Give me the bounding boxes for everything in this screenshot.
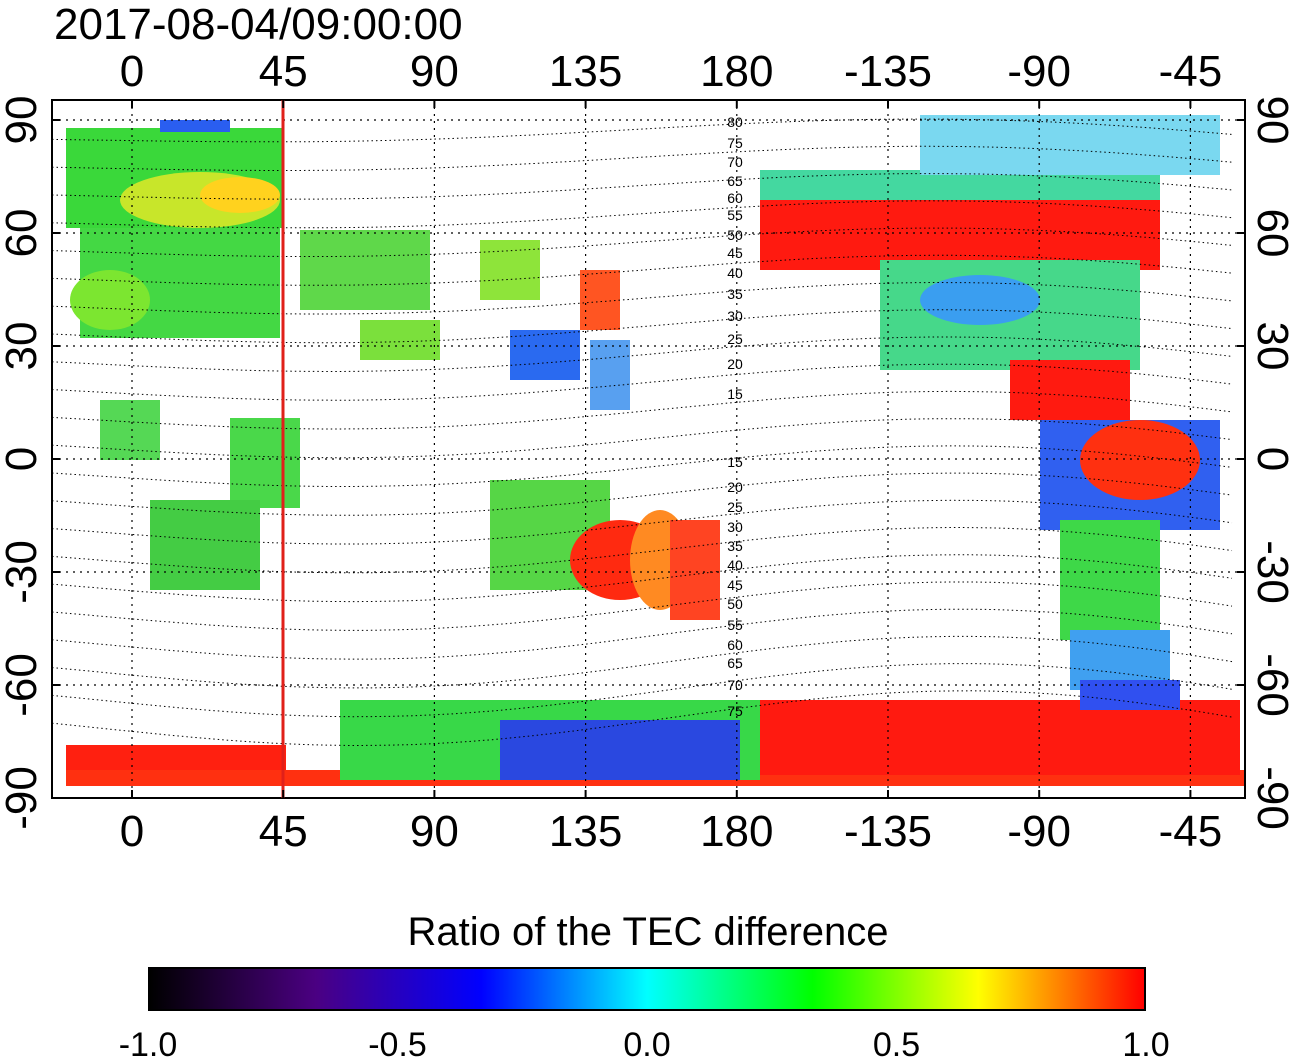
tec-map: 0 45 90 135 180 -135 -90 -45 0 45 90 135 180 -135 -90… <box>0 47 1296 856</box>
mlat-label-south: 30 <box>727 519 743 535</box>
lat-label-left: -30 <box>0 540 46 604</box>
magnetic-latitude-labels: 8075706560555045403530252015152025303540… <box>727 114 743 719</box>
axis-ticks <box>52 100 1245 799</box>
lon-label-bottom: -45 <box>1159 807 1223 856</box>
mlat-label-south: 70 <box>727 677 743 693</box>
lon-label-bottom: 180 <box>700 807 773 856</box>
timestamp-title: 2017-08-04/09:00:00 <box>54 0 463 49</box>
mlat-label-north: 55 <box>727 207 743 223</box>
lon-label-top: 180 <box>700 47 773 96</box>
mlat-label-south: 25 <box>727 499 743 515</box>
lon-label-bottom: 0 <box>120 807 144 856</box>
latitude-labels-left: 90 60 30 0 -30 -60 -90 <box>0 96 46 830</box>
mlat-label-north: 70 <box>727 154 743 170</box>
mlat-label-north: 45 <box>727 245 743 261</box>
lat-label-right: -30 <box>1248 540 1296 604</box>
colorbar-tick-label: -1.0 <box>118 1026 178 1064</box>
mlat-label-south: 40 <box>727 557 743 573</box>
mlat-label-south: 50 <box>727 596 743 612</box>
map-frame <box>51 99 1246 799</box>
lon-label-bottom: -90 <box>1007 807 1071 856</box>
colorbar-tick-label: 0.0 <box>623 1026 671 1064</box>
lon-label-top: 90 <box>410 47 459 96</box>
lat-label-left: 30 <box>0 322 46 371</box>
lon-label-top: 135 <box>549 47 622 96</box>
mlat-label-north: 30 <box>727 308 743 324</box>
colorbar-tick-label: 1.0 <box>1122 1026 1170 1064</box>
mlat-label-south: 20 <box>727 479 743 495</box>
mlat-label-south: 60 <box>727 637 743 653</box>
lon-label-top: 45 <box>259 47 308 96</box>
colorbar-tick-label: 0.5 <box>872 1026 921 1064</box>
lon-label-top: 0 <box>120 47 144 96</box>
mlat-label-north: 25 <box>727 331 743 347</box>
mlat-label-north: 75 <box>727 135 743 151</box>
colorbar-tick-label: -0.5 <box>368 1026 427 1064</box>
mlat-label-north: 50 <box>727 227 743 243</box>
mlat-label-north: 15 <box>727 386 743 402</box>
lon-label-top: -135 <box>844 47 932 96</box>
lat-label-left: 60 <box>0 209 46 258</box>
mlat-label-south: 35 <box>727 538 743 554</box>
lat-label-right: 60 <box>1248 209 1296 258</box>
lon-label-bottom: 135 <box>549 807 622 856</box>
lat-label-right: 0 <box>1248 447 1296 471</box>
mlat-label-north: 35 <box>727 286 743 302</box>
lon-label-bottom: -135 <box>844 807 932 856</box>
magnetic-latitude-contours <box>52 118 1233 747</box>
mlat-label-north: 80 <box>727 114 743 130</box>
lat-label-left: -60 <box>0 653 46 717</box>
lat-label-right: -90 <box>1248 766 1296 830</box>
lon-label-top: -90 <box>1007 47 1071 96</box>
colorbar <box>148 967 1146 1011</box>
tec-data-regions <box>66 115 1245 786</box>
mlat-label-north: 60 <box>727 190 743 206</box>
mlat-label-north: 20 <box>727 356 743 372</box>
longitude-labels-bottom: 0 45 90 135 180 -135 -90 -45 <box>120 807 1222 856</box>
colorbar-title: Ratio of the TEC difference <box>407 910 889 954</box>
mlat-label-south: 55 <box>727 617 743 633</box>
lat-label-right: 30 <box>1248 322 1296 371</box>
lat-label-right: 90 <box>1248 96 1296 145</box>
lon-label-bottom: 45 <box>259 807 308 856</box>
longitude-labels-top: 0 45 90 135 180 -135 -90 -45 <box>120 47 1222 96</box>
lon-label-top: -45 <box>1159 47 1223 96</box>
lat-label-left: 0 <box>0 447 46 471</box>
lat-label-left: 90 <box>0 96 46 145</box>
lat-label-left: -90 <box>0 766 46 830</box>
lat-lon-grid <box>52 100 1245 798</box>
latitude-labels-right: 90 60 30 0 -30 -60 -90 <box>1248 96 1296 830</box>
mlat-label-south: 75 <box>727 703 743 719</box>
mlat-label-south: 45 <box>727 577 743 593</box>
mlat-label-north: 65 <box>727 173 743 189</box>
lat-label-right: -60 <box>1248 653 1296 717</box>
mlat-label-south: 65 <box>727 655 743 671</box>
lon-label-bottom: 90 <box>410 807 459 856</box>
mlat-label-south: 15 <box>727 454 743 470</box>
mlat-label-north: 40 <box>727 265 743 281</box>
